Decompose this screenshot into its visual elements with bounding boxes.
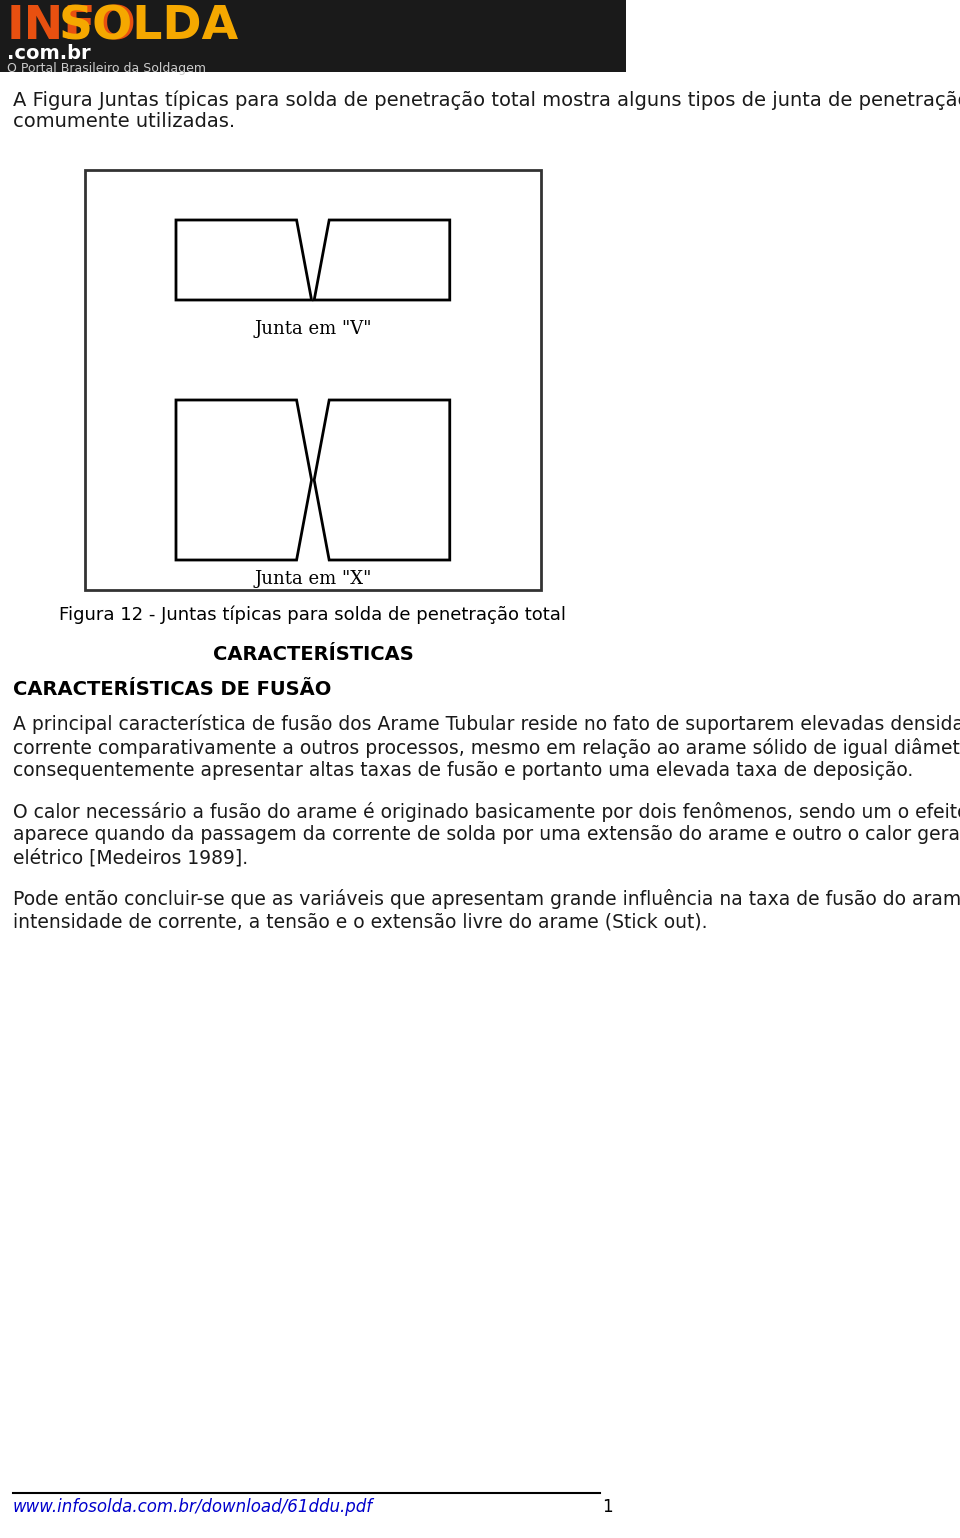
Bar [0,0,626,72]
Text: CARACTERÍSTICAS: CARACTERÍSTICAS [212,644,413,664]
Polygon shape [176,220,312,300]
Polygon shape [314,400,449,560]
Text: Pode então concluir-se que as variáveis que apresentam grande influência na taxa: Pode então concluir-se que as variáveis … [13,889,960,909]
Text: O calor necessário a fusão do arame é originado basicamente por dois fenômenos, : O calor necessário a fusão do arame é or… [13,801,960,821]
Text: consequentemente apresentar altas taxas de fusão e portanto uma elevada taxa de : consequentemente apresentar altas taxas … [13,761,913,780]
Polygon shape [176,400,312,560]
Text: Junta em "V": Junta em "V" [254,320,372,338]
Text: INFO: INFO [7,5,136,51]
Text: elétrico [Medeiros 1989].: elétrico [Medeiros 1989]. [13,847,249,867]
Polygon shape [314,220,449,300]
Text: intensidade de corrente, a tensão e o extensão livre do arame (Stick out).: intensidade de corrente, a tensão e o ex… [13,912,708,930]
Text: A Figura Juntas típicas para solda de penetração total mostra alguns tipos de ju: A Figura Juntas típicas para solda de pe… [13,91,960,109]
Text: corrente comparativamente a outros processos, mesmo em relação ao arame sólido d: corrente comparativamente a outros proce… [13,738,960,758]
Text: O Portal Brasileiro da Soldagem: O Portal Brasileiro da Soldagem [7,62,205,75]
Text: www.infosolda.com.br/download/61ddu.pdf: www.infosolda.com.br/download/61ddu.pdf [13,1498,373,1516]
Text: Figura 12 - Juntas típicas para solda de penetração total: Figura 12 - Juntas típicas para solda de… [60,604,566,623]
Text: SOLDA: SOLDA [59,5,239,51]
Text: Junta em "X": Junta em "X" [254,571,372,588]
Bar [84,171,541,591]
Text: comumente utilizadas.: comumente utilizadas. [13,112,235,131]
Text: CARACTERÍSTICAS DE FUSÃO: CARACTERÍSTICAS DE FUSÃO [13,680,331,698]
Text: A principal característica de fusão dos Arame Tubular reside no fato de suportar: A principal característica de fusão dos … [13,715,960,735]
Text: .com.br: .com.br [7,45,90,63]
Text: aparece quando da passagem da corrente de solda por uma extensão do arame e outr: aparece quando da passagem da corrente d… [13,824,960,844]
Text: 1: 1 [602,1498,612,1516]
